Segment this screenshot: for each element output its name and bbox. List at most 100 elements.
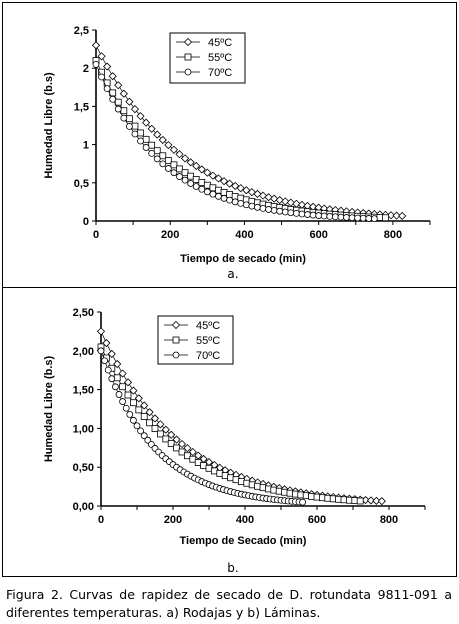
data-point: [315, 212, 323, 219]
data-point: [309, 211, 317, 219]
data-point: [164, 157, 172, 164]
y-tick-label: 2: [83, 63, 89, 75]
data-point: [119, 89, 128, 98]
data-point: [140, 432, 148, 440]
data-point: [97, 52, 106, 61]
data-point: [254, 203, 261, 211]
data-point: [203, 188, 211, 196]
data-point: [119, 398, 126, 405]
data-point: [214, 174, 223, 183]
data-point: [167, 430, 176, 439]
data-point: [178, 448, 186, 456]
data-point: [118, 369, 127, 378]
data-point: [198, 185, 206, 193]
data-point: [320, 212, 328, 220]
data-point: [98, 73, 105, 81]
data-point: [337, 213, 345, 221]
data-point: [161, 425, 170, 434]
data-point: [137, 129, 144, 137]
data-point: [164, 140, 173, 150]
data-point: [292, 209, 300, 217]
data-point: [125, 122, 133, 130]
data-point: [348, 214, 356, 222]
data-point: [108, 72, 117, 81]
data-point: [326, 213, 334, 220]
data-point: [181, 154, 190, 163]
data-point: [382, 214, 389, 222]
data-point: [259, 204, 267, 212]
data-point: [119, 383, 126, 391]
data-point: [122, 404, 130, 412]
data-point: [123, 378, 133, 387]
data-point: [242, 201, 250, 209]
data-point: [376, 214, 384, 221]
data-point: [97, 347, 105, 355]
y-tick-label: 1: [83, 140, 89, 152]
legend-label: 55ºC: [196, 335, 220, 347]
x-tick-label: 400: [235, 229, 253, 241]
data-point: [188, 447, 197, 457]
data-point: [236, 184, 245, 193]
data-point: [131, 130, 139, 138]
figure-caption: Figura 2. Curvas de rapidez de secado de…: [6, 587, 452, 620]
data-point: [153, 130, 162, 139]
x-tick-label: 200: [161, 229, 179, 241]
data-point: [398, 211, 407, 221]
data-point: [169, 145, 178, 154]
data-point: [198, 179, 206, 186]
data-point: [187, 180, 195, 187]
panel-divider: [2, 287, 457, 288]
data-point: [148, 149, 156, 157]
data-point: [133, 422, 141, 430]
data-point: [124, 391, 132, 399]
data-point: [299, 498, 307, 506]
y-tick-label: 2,50: [73, 307, 94, 319]
data-point: [125, 97, 134, 106]
y-tick-label: 0,00: [73, 501, 94, 513]
data-point: [270, 206, 278, 214]
x-tick-label: 0: [98, 514, 104, 526]
data-point: [113, 374, 121, 382]
data-point: [129, 386, 138, 395]
data-point: [109, 95, 117, 103]
panel-label: b.: [227, 561, 238, 575]
data-point: [359, 214, 367, 222]
data-point: [150, 414, 160, 423]
data-point: [113, 359, 122, 369]
data-point: [137, 427, 145, 435]
legend-marker: [184, 68, 192, 76]
data-point: [226, 191, 234, 198]
series-2: [92, 60, 378, 223]
data-point: [134, 394, 143, 403]
data-point: [107, 349, 116, 358]
data-point: [92, 60, 100, 68]
data-point: [153, 147, 161, 155]
data-point: [170, 161, 178, 169]
data-point: [126, 115, 133, 123]
data-point: [129, 399, 137, 407]
legend-box: [169, 32, 246, 84]
chart-panel-b: 0,00 0,50 1,00 1,50 2,00 2,50 0 200 400 600 800 Tie…: [43, 307, 426, 575]
data-point: [173, 444, 181, 452]
data-point: [270, 194, 279, 203]
data-point: [231, 198, 239, 206]
data-point: [181, 169, 189, 177]
data-point: [226, 196, 234, 204]
legend-label: 45ºC: [208, 37, 232, 49]
legend-label: 55ºC: [208, 52, 232, 64]
data-point: [102, 338, 111, 348]
data-point: [140, 401, 149, 410]
data-point: [192, 176, 200, 183]
data-point: [130, 105, 140, 114]
data-point: [159, 152, 167, 160]
data-point: [181, 176, 189, 184]
data-point: [176, 165, 183, 173]
data-point: [151, 425, 159, 432]
x-tick-label: 0: [93, 229, 99, 241]
data-point: [286, 198, 295, 207]
data-point: [370, 215, 378, 223]
data-point: [354, 214, 362, 222]
x-axis-title: Tiempo de secado (min): [180, 253, 306, 265]
data-point: [156, 430, 164, 438]
